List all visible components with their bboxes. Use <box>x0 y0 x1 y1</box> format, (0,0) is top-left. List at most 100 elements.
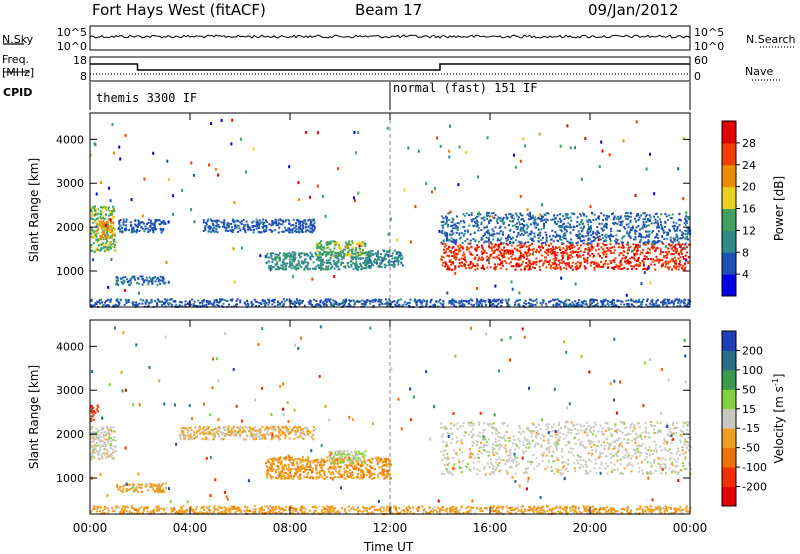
power-echo-cell <box>549 300 552 302</box>
power-echo-cell <box>685 258 688 262</box>
velocity-echo-cell <box>273 429 276 432</box>
power-echo-cell <box>155 278 158 281</box>
power-echo-cell <box>605 225 608 228</box>
power-echo-cell <box>161 300 164 303</box>
power-echo-cell <box>471 253 474 256</box>
velocity-echo-cell <box>269 426 272 429</box>
power-echo-cell <box>499 258 501 261</box>
power-echo-cell <box>676 250 678 253</box>
power-echo-cell <box>518 221 521 224</box>
power-echo-cell <box>677 257 680 260</box>
power-echo-cell <box>446 254 449 257</box>
power-echo-cell <box>544 241 547 244</box>
power-echo-cell <box>367 262 369 265</box>
power-echo-cell <box>324 250 327 253</box>
power-echo-cell <box>680 266 683 269</box>
power-echo-cell <box>516 258 519 261</box>
power-echo-cell <box>671 225 674 228</box>
power-echo-cell <box>683 302 686 305</box>
velocity-echo-cell <box>264 429 267 432</box>
power-echo-cell <box>662 242 665 245</box>
power-echo-cell <box>334 300 337 303</box>
power-echo-cell <box>642 236 645 239</box>
power-echo-cell <box>644 267 647 270</box>
velocity-echo-cell <box>164 482 167 485</box>
power-echo-cell <box>394 259 396 262</box>
velocity-echo-cell <box>101 440 104 442</box>
power-echo-cell <box>556 266 559 269</box>
power-echo-cell <box>531 242 534 245</box>
power-echo-cell <box>517 262 520 265</box>
velocity-echo-cell <box>187 438 190 440</box>
power-echo-cell <box>626 215 629 218</box>
power-echo-cell <box>559 217 561 220</box>
power-echo-cell <box>442 303 445 306</box>
velocity-echo-cell <box>265 432 268 435</box>
velocity-echo-cell <box>255 436 258 439</box>
power-echo-cell <box>299 302 302 305</box>
power-echo-cell <box>565 303 568 306</box>
power-echo-cell <box>94 250 97 253</box>
power-echo-cell <box>228 224 231 227</box>
power-echo-cell <box>344 252 347 255</box>
noise-left-tick-low: 10^0 <box>57 40 87 53</box>
power-echo-cell <box>687 243 690 246</box>
power-echo-cell <box>106 239 109 242</box>
power-echo-cell <box>317 245 320 248</box>
power-echo-cell <box>393 266 396 268</box>
power-echo-cell <box>307 225 310 228</box>
velocity-echo-cell <box>162 491 165 494</box>
power-echo-cell <box>376 258 379 261</box>
power-echo-cell <box>684 262 686 265</box>
velocity-echo-cell <box>230 427 233 430</box>
power-echo-cell <box>211 229 214 232</box>
power-echo-cell <box>561 243 564 245</box>
power-echo-cell <box>285 253 287 256</box>
power-echo-cell <box>577 248 580 251</box>
power-echo-cell <box>96 225 99 228</box>
velocity-echo-cell <box>239 433 241 436</box>
power-echo-cell <box>487 259 490 263</box>
power-echo-cell <box>485 230 488 233</box>
power-echo-cell <box>589 228 592 231</box>
power-echo-cell <box>626 243 629 246</box>
power-echo-cell <box>529 244 532 247</box>
velocity-echo-cell <box>150 484 153 487</box>
power-echo-cell <box>529 213 532 215</box>
power-echo-cell <box>543 227 545 230</box>
velocity-echo-cell <box>264 436 267 439</box>
power-echo-cell <box>522 233 525 236</box>
velocity-echo-cell <box>198 425 201 428</box>
power-echo-cell <box>642 248 645 251</box>
velocity-echo-cell <box>213 435 216 438</box>
power-echo-cell <box>686 251 689 254</box>
power-echo-cell <box>150 227 153 230</box>
velocity-echo-cell <box>252 438 255 441</box>
power-echo-cell <box>459 244 462 247</box>
power-echo-cell <box>629 257 632 260</box>
power-echo-cell <box>321 249 324 252</box>
power-echo-cell <box>536 223 539 226</box>
power-echo-cell <box>125 220 128 223</box>
power-echo-cell <box>587 305 590 308</box>
power-echo-cell <box>117 227 120 230</box>
power-echo-cell <box>592 230 595 233</box>
velocity-echo-cell <box>200 431 203 434</box>
power-echo-cell <box>154 280 157 283</box>
power-echo-cell <box>665 215 668 218</box>
power-echo-cell <box>295 222 298 225</box>
velocity-echo-cell <box>273 436 276 439</box>
power-echo-cell <box>110 234 113 237</box>
power-echo-cell <box>119 157 122 161</box>
power-echo-cell <box>609 240 612 242</box>
power-echo-cell <box>539 302 542 305</box>
power-echo-cell <box>639 239 642 242</box>
power-echo-cell <box>455 252 458 255</box>
power-echo-cell <box>267 267 270 270</box>
power-echo-cell <box>102 233 105 236</box>
power-echo-cell <box>492 230 495 233</box>
power-echo-cell <box>91 212 94 215</box>
power-echo-cell <box>448 239 451 242</box>
power-echo-cell <box>229 229 232 232</box>
power-echo-cell <box>104 223 107 227</box>
